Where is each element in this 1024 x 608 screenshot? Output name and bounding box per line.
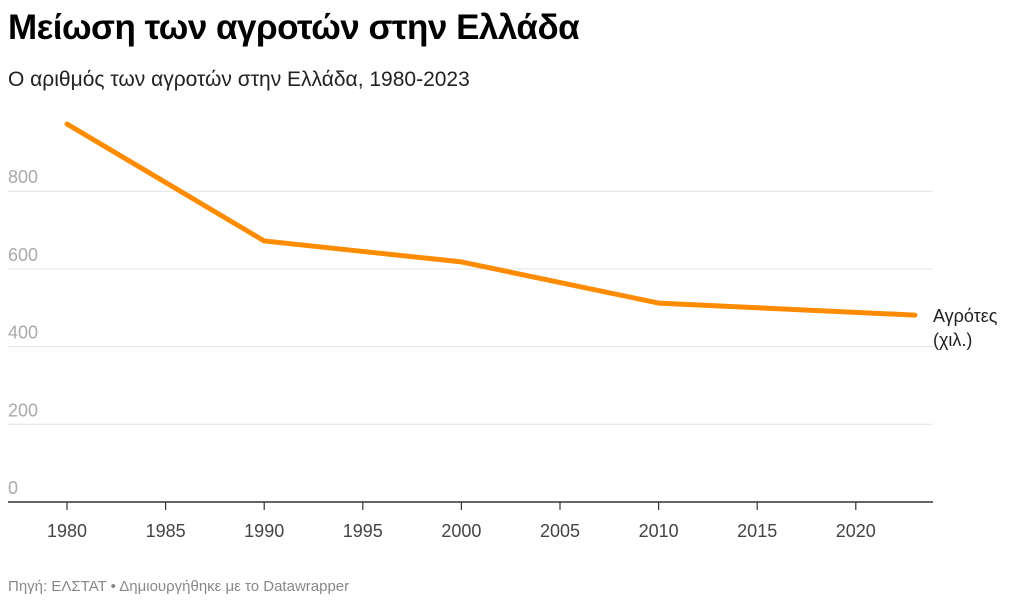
x-tick-label: 1990 <box>244 521 284 541</box>
y-tick-label: 400 <box>8 323 38 343</box>
x-tick-label: 2005 <box>540 521 580 541</box>
chart-title: Μείωση των αγροτών στην Ελλάδα <box>8 8 580 47</box>
x-tick-label: 1995 <box>343 521 383 541</box>
x-tick-label: 1985 <box>146 521 186 541</box>
x-tick-label: 2020 <box>836 521 876 541</box>
series-label: Αγρότες <box>933 306 998 326</box>
x-tick-label: 2010 <box>639 521 679 541</box>
chart-footer: Πηγή: ΕΛΣΤΑΤ • Δημιουργήθηκε με το Dataw… <box>8 578 350 595</box>
x-tick-label: 2015 <box>737 521 777 541</box>
x-tick-label: 2000 <box>441 521 481 541</box>
y-tick-label: 200 <box>8 400 38 420</box>
x-tick-label: 1980 <box>47 521 87 541</box>
y-tick-label: 800 <box>8 167 38 187</box>
y-tick-label: 600 <box>8 245 38 265</box>
chart-subtitle: Ο αριθμός των αγροτών στην Ελλάδα, 1980-… <box>8 68 470 91</box>
y-tick-label: 0 <box>8 478 18 498</box>
series-label: (χιλ.) <box>933 330 972 350</box>
series-line <box>64 121 918 318</box>
